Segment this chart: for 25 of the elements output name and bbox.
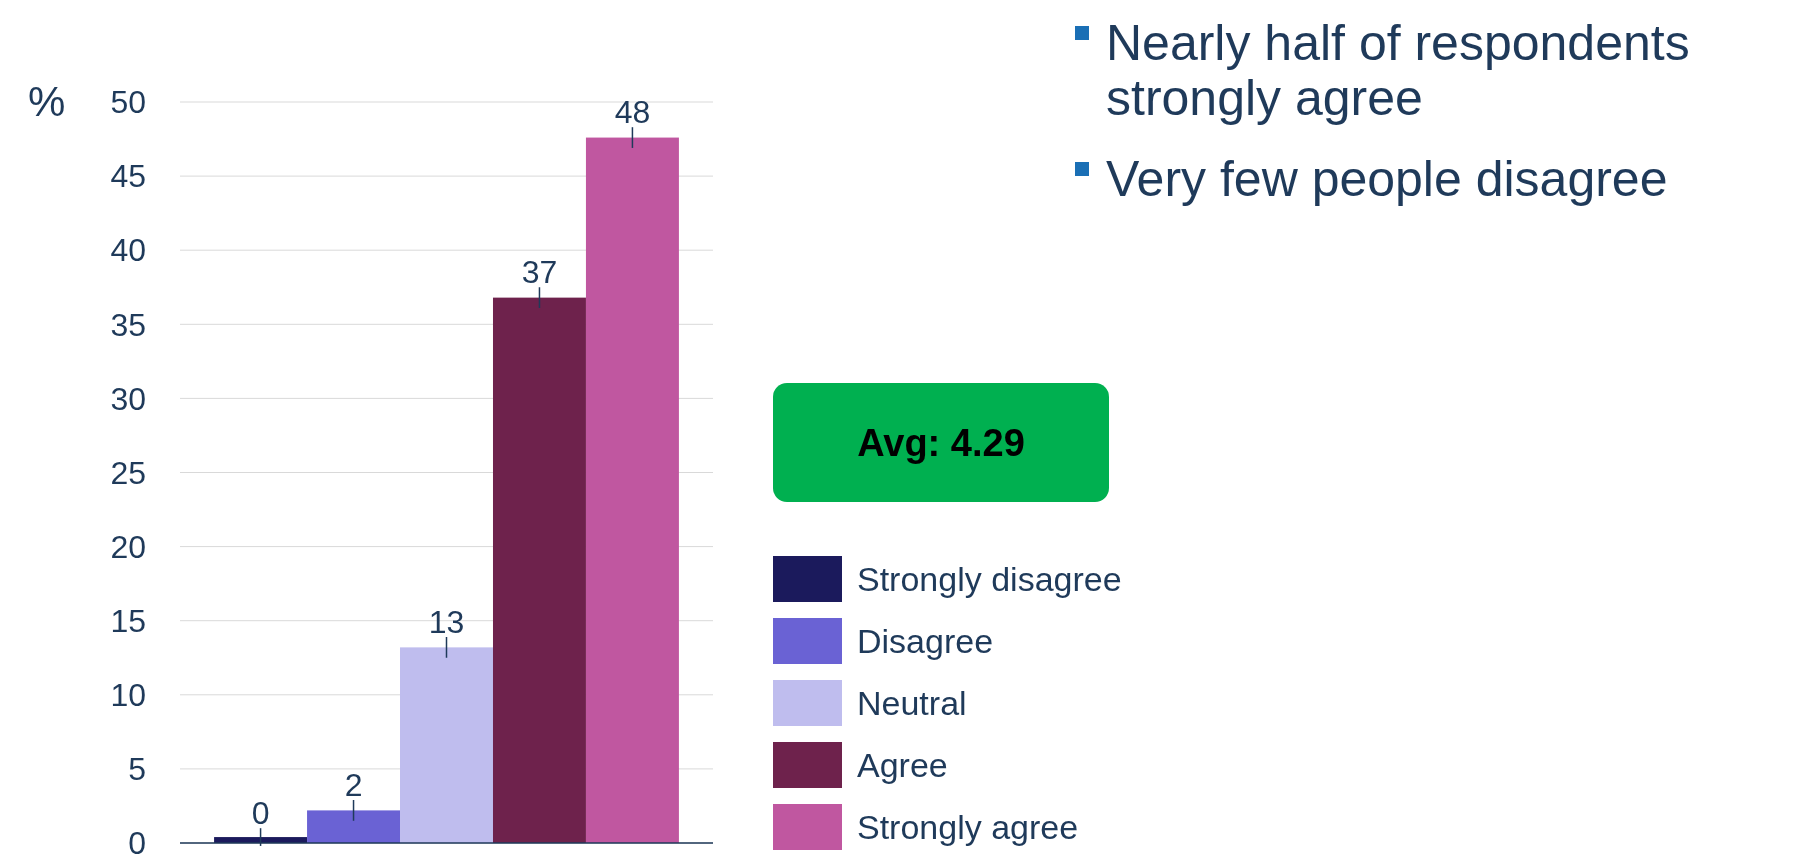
y-tick-label: 5 xyxy=(128,751,146,788)
y-tick-label: 45 xyxy=(110,158,146,195)
y-tick-label: 0 xyxy=(128,825,146,861)
data-label: 2 xyxy=(344,767,363,804)
y-tick-label: 10 xyxy=(110,677,146,713)
data-label: 37 xyxy=(521,254,558,291)
legend-label: Strongly disagree xyxy=(857,559,1122,598)
y-tick-label: 35 xyxy=(110,306,146,343)
y-tick-label: 40 xyxy=(110,232,146,269)
legend-label: Neutral xyxy=(857,683,967,722)
legend-label: Agree xyxy=(857,745,948,784)
y-tick-label: 25 xyxy=(110,454,146,491)
data-label: 48 xyxy=(614,94,651,131)
text: Avg: 4.29 xyxy=(857,422,1025,465)
text: Very few people disagree xyxy=(1106,151,1668,207)
y-tick-label: 20 xyxy=(110,528,146,565)
y-tick-label: 50 xyxy=(110,84,146,121)
legend-label: Strongly agree xyxy=(857,807,1079,846)
data-label: 0 xyxy=(251,795,270,832)
y-tick-label: 30 xyxy=(110,380,146,417)
y-tick-label: 15 xyxy=(110,602,146,639)
y-axis-title: % xyxy=(28,78,66,125)
data-label: 13 xyxy=(428,604,465,640)
legend-label: Disagree xyxy=(857,621,994,660)
text: Nearly half of respondents strongly agree xyxy=(1106,15,1690,126)
